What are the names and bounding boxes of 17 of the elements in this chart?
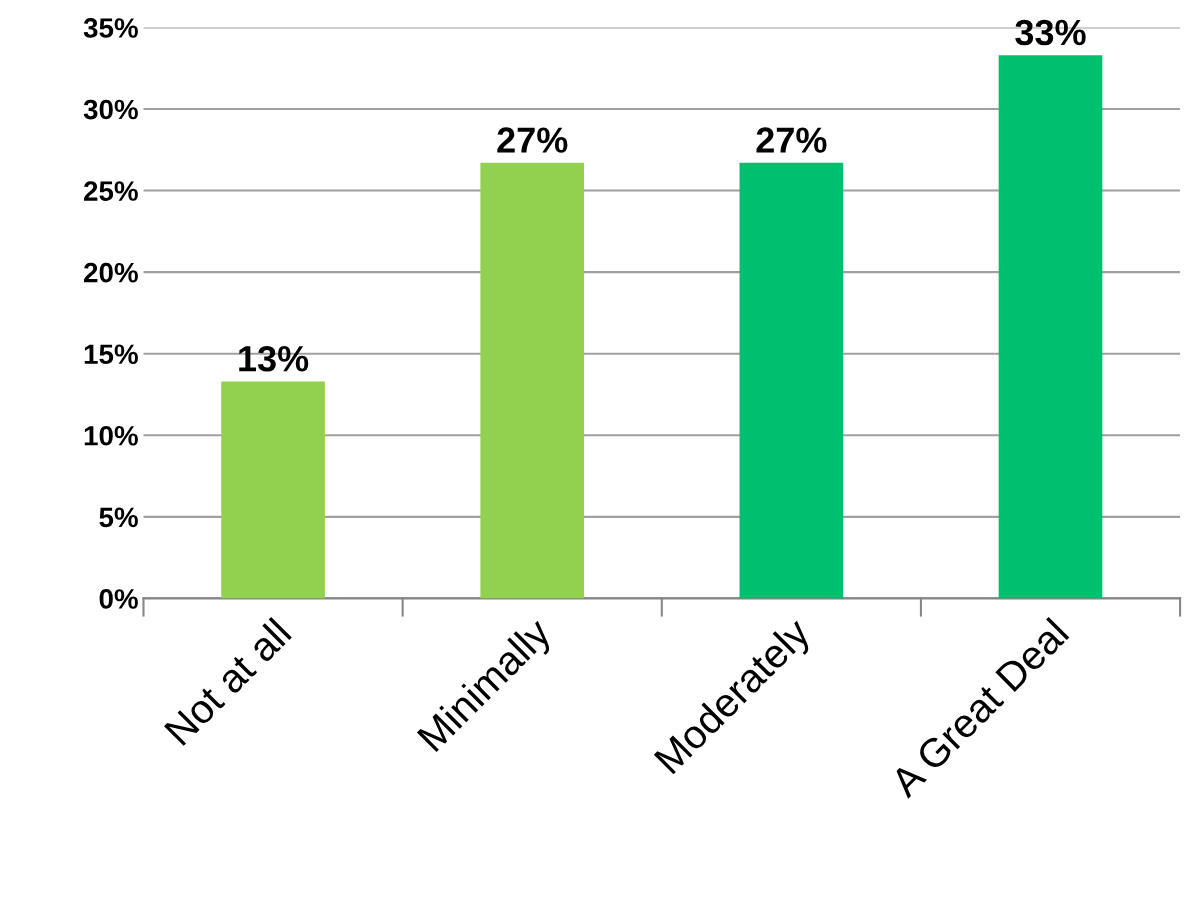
y-tick-label: 30% bbox=[83, 99, 138, 120]
y-tick-label: 5% bbox=[99, 507, 138, 528]
data-label: 13% bbox=[239, 345, 309, 372]
y-tick-label: 20% bbox=[84, 262, 138, 283]
data-label: 27% bbox=[756, 127, 827, 153]
bar bbox=[998, 55, 1103, 599]
bar bbox=[739, 162, 844, 599]
y-tick-label: 10% bbox=[84, 425, 138, 446]
bar bbox=[221, 381, 325, 599]
bar bbox=[480, 162, 585, 599]
data-label: 27% bbox=[497, 127, 568, 153]
y-tick-label: 0% bbox=[99, 589, 138, 609]
y-tick-label: 25% bbox=[84, 181, 138, 201]
y-tick-label: 35% bbox=[83, 18, 138, 38]
x-tick-label: Not at all bbox=[163, 616, 293, 747]
data-label: 33% bbox=[1015, 19, 1086, 46]
y-tick-label: 15% bbox=[84, 344, 138, 365]
